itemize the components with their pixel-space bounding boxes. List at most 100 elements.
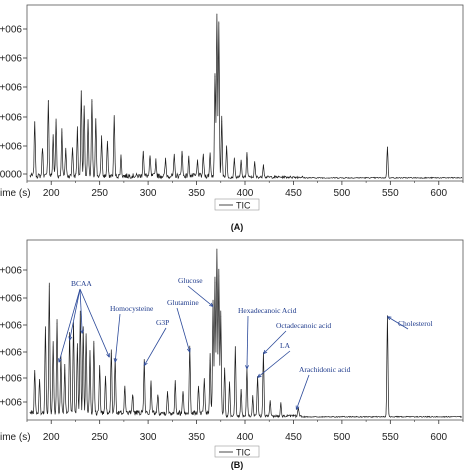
annotation: LA [257, 341, 291, 378]
tic-peak-point [173, 158, 175, 160]
annotation-arrow [114, 313, 121, 363]
tic-peak-point [216, 248, 218, 250]
y-tick-label: e+006 [0, 374, 22, 385]
tic-peak-point [76, 348, 78, 350]
tic-peak-point [214, 282, 216, 284]
tic-peak-point [297, 409, 299, 410]
tic-peak-point [72, 148, 73, 150]
tic-peak-point [174, 383, 176, 385]
annotation: BCAA [58, 279, 110, 363]
tic-peak-point [110, 353, 112, 355]
annotation: Octadecanoic acid [263, 321, 331, 355]
tic-peak-point [64, 370, 66, 372]
tic-peak-point [56, 322, 58, 324]
tic-peak-point [73, 326, 74, 328]
legend-label: TIC [236, 448, 251, 458]
tic-peak-point [132, 397, 134, 399]
tic-peak-point [252, 397, 254, 399]
y-tick-label: e+006 [0, 398, 22, 409]
x-tick-label: 450 [285, 188, 302, 199]
y-tick-label: e+006 [0, 25, 22, 36]
tic-peak-point [42, 148, 43, 150]
annotation-arrowhead [387, 316, 392, 321]
annotation-label: Glutamine [167, 298, 199, 307]
tic-peak-point [157, 397, 159, 399]
annotation-arrowhead [143, 361, 148, 366]
tic-peak-point [52, 137, 54, 139]
tic-peak-point [280, 404, 282, 405]
tic-peak-point [216, 13, 218, 15]
tic-peak-point [209, 360, 211, 361]
tic-peak-point [233, 158, 235, 160]
tic-peak-point [105, 380, 106, 382]
annotation-label: LA [280, 341, 291, 350]
annotation-arrow [187, 285, 214, 307]
tic-peak-point [93, 343, 95, 345]
tic-trace-line [29, 248, 463, 419]
tic-peak-point [181, 152, 183, 154]
annotation-arrowhead [245, 365, 249, 370]
tic-peak-point [48, 285, 50, 287]
legend: TIC [214, 198, 260, 211]
tic-peak-point [80, 91, 82, 92]
tic-peak-point [52, 346, 54, 348]
annotation: Glutamine [167, 298, 199, 353]
tic-peak-point [47, 101, 49, 102]
tic-peak-point [101, 139, 103, 140]
tic-peak-point [209, 155, 211, 157]
annotation-arrow [79, 288, 83, 334]
chart-panel-b: e+006 e+006 e+006 e+006 e+006 e+006 200 250 300 3… [0, 239, 464, 470]
tic-peak-point [203, 383, 205, 385]
y-tick-label: e+006 [0, 266, 22, 277]
annotation-arrowhead [58, 358, 62, 363]
x-tick-label: 300 [140, 188, 157, 199]
x-axis-label: ime (s) [0, 432, 31, 443]
tic-peak-point [91, 101, 93, 102]
x-tick-label: 400 [237, 188, 254, 199]
annotation-arrowhead [209, 302, 214, 307]
annotation-arrowhead [106, 353, 110, 358]
tic-peak-point [165, 162, 166, 163]
tic-peak-point [246, 153, 248, 155]
annotation: Arachidonic acid [295, 365, 351, 410]
tic-peak-point [202, 157, 204, 158]
tic-peak-point [226, 147, 227, 149]
tic-peak-point [95, 119, 97, 120]
tic-peak-point [182, 393, 184, 395]
annotation: Glucose [178, 276, 214, 307]
tic-peak-point [83, 109, 85, 111]
tic-peak-point [155, 162, 157, 163]
annotation-arrow [176, 307, 191, 353]
tic-peak-point [263, 165, 264, 167]
annotation-arrowhead [295, 405, 300, 410]
annotation: G3P [143, 318, 169, 366]
tic-peak-point [79, 314, 81, 316]
tic-peak-point [65, 150, 67, 152]
panel-label: (B) [231, 460, 244, 470]
x-tick-label: 250 [91, 432, 108, 443]
legend-box [214, 198, 260, 211]
annotation-arrowhead [80, 329, 84, 334]
y-tick-label: e+006 [0, 83, 22, 94]
annotation-arrowhead [263, 349, 268, 355]
x-tick-label: 600 [430, 188, 447, 199]
annotation-arrowhead [113, 358, 118, 363]
annotation: Hexadecanoic Acid [238, 306, 297, 370]
annotation-arrow [143, 327, 167, 366]
tic-peak-point [197, 163, 198, 165]
tic-peak-point [34, 373, 36, 375]
legend-box [214, 445, 260, 458]
tic-peak-point [224, 370, 226, 372]
annotation-arrow [58, 288, 81, 363]
tic-peak-point [269, 402, 271, 404]
x-tick-label: 300 [140, 432, 157, 443]
tic-peak-point [218, 23, 220, 25]
annotation: Homocysteine [110, 304, 154, 363]
chart-panel-a: e+006 e+006 e+006 e+006 e+006 0000 200 250 300 35… [0, 4, 464, 232]
annotation-label: Arachidonic acid [299, 365, 351, 374]
tic-peak-point [234, 346, 236, 348]
tic-peak-point [188, 160, 190, 162]
tic-peak-point [55, 122, 57, 124]
tic-peak-point [240, 162, 242, 163]
annotation: Cholesterol [387, 316, 433, 330]
